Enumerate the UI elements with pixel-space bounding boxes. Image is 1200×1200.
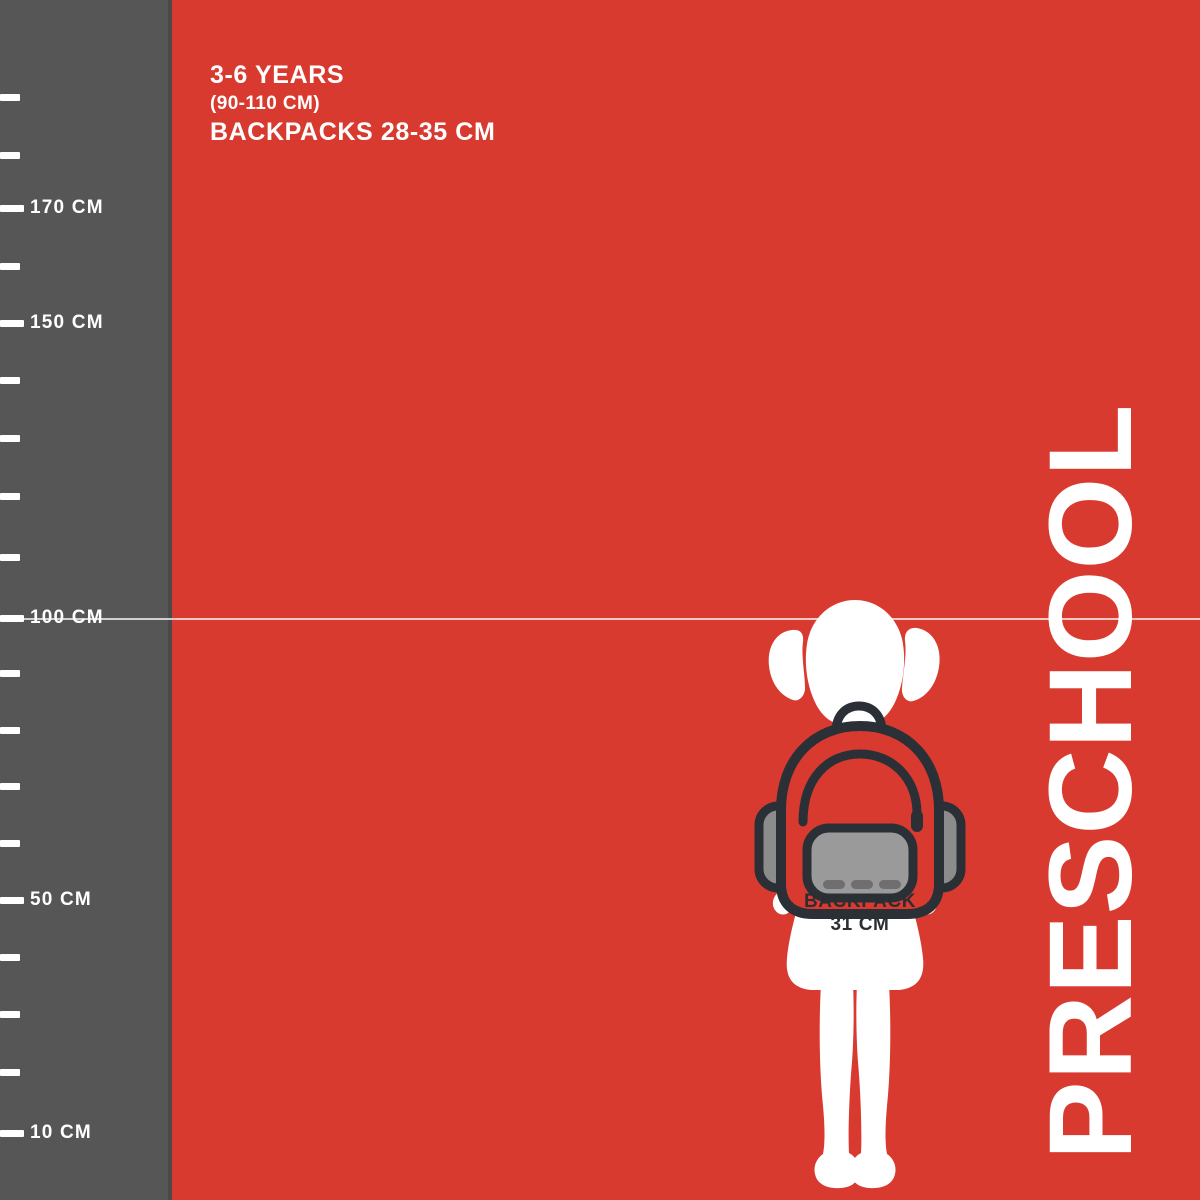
ruler-tick-10cm: [0, 1130, 24, 1137]
ruler-tick-110cm: [0, 554, 20, 561]
backpack-range-text: BACKPACKS 28-35 CM: [210, 118, 496, 146]
ruler-label-150cm: 150 CM: [30, 312, 104, 333]
ruler-tick-30cm: [0, 1011, 20, 1018]
backpack-zipper-pull: [911, 810, 923, 832]
ruler-label-50cm: 50 CM: [30, 889, 92, 910]
ruler-tick-130cm: [0, 435, 20, 442]
backpack-illustration: [754, 701, 966, 919]
ruler-tick-50cm: [0, 897, 24, 904]
ruler-label-100cm: 100 CM: [30, 607, 104, 628]
reference-line-100cm: [0, 618, 1200, 620]
ruler-label-170cm: 170 CM: [30, 197, 104, 218]
ruler-tick-190cm: [0, 94, 20, 101]
backpack-pocket-dashes: [823, 880, 901, 889]
ruler-tick-60cm: [0, 840, 20, 847]
ruler-tick-70cm: [0, 783, 20, 790]
age-range-text: 3-6 YEARS: [210, 61, 345, 89]
preschool-vertical-label: PRESCHOOL: [1025, 403, 1157, 1160]
height-ruler-panel: [0, 0, 168, 1200]
ruler-tick-170cm: [0, 205, 24, 212]
ruler-label-10cm: 10 CM: [30, 1122, 92, 1143]
headline-block: 3-6 YEARS (90-110 CM) BACKPACKS 28-35 CM: [210, 63, 495, 145]
backpack-handle: [831, 701, 887, 737]
ruler-tick-80cm: [0, 727, 20, 734]
ruler-tick-120cm: [0, 493, 20, 500]
backpack-zipper-arc: [798, 749, 922, 827]
ruler-tick-160cm: [0, 263, 20, 270]
ruler-tick-40cm: [0, 954, 20, 961]
ruler-tick-140cm: [0, 377, 20, 384]
ruler-edge-shadow: [168, 0, 172, 1200]
ruler-tick-180cm: [0, 152, 20, 159]
ruler-tick-90cm: [0, 670, 20, 677]
child-with-backpack-illustration: [735, 596, 985, 1200]
ruler-tick-20cm: [0, 1069, 20, 1076]
ruler-tick-150cm: [0, 320, 24, 327]
height-range-text: (90-110 CM): [210, 93, 320, 114]
